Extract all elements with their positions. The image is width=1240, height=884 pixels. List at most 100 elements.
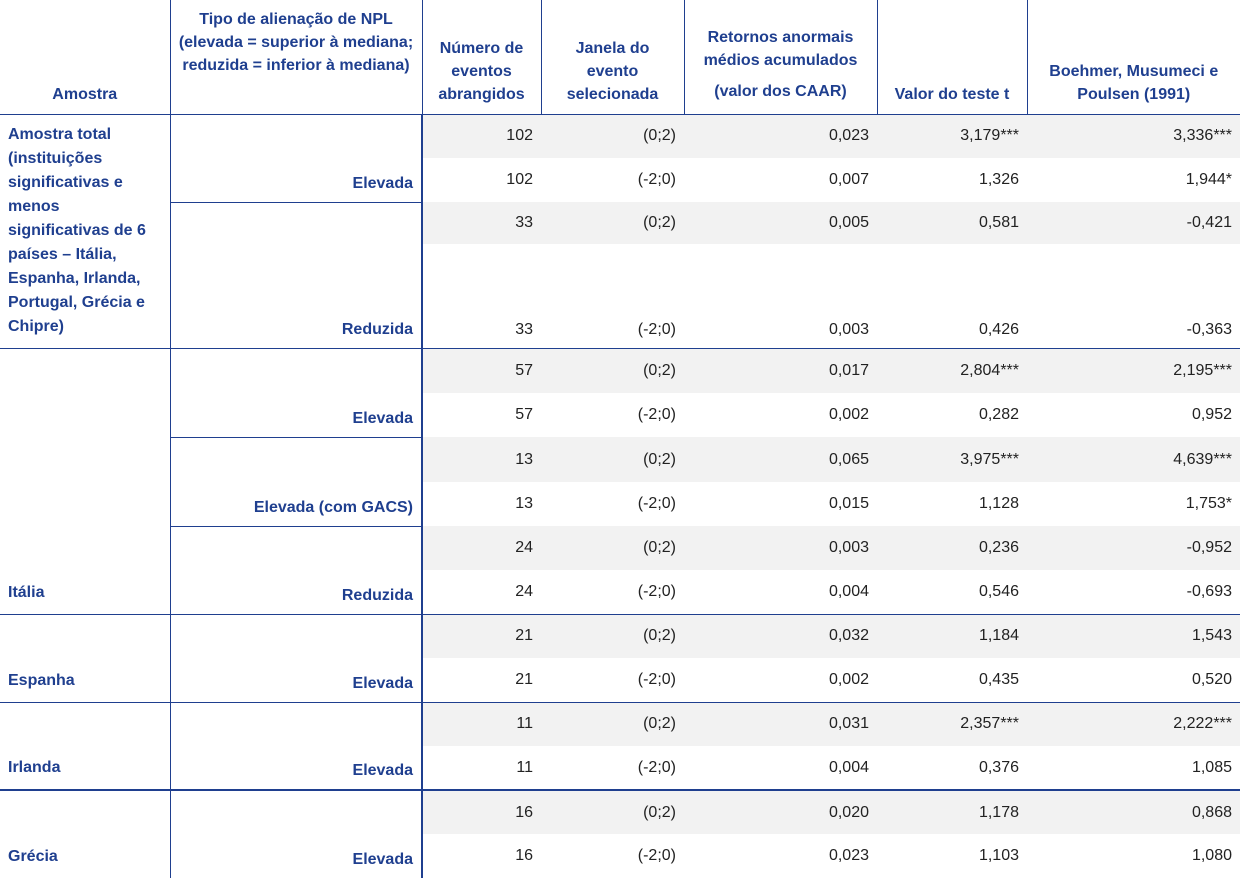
group-label-irlanda: Irlanda [0,701,170,790]
cell-janela: (-2;0) [637,847,676,864]
cell-numero: 24 [515,582,533,600]
cell-teste-t: 1,103 [978,847,1019,864]
cell-caar: 0,020 [684,789,877,834]
cell-janela: (-2;0) [637,171,676,188]
cell-caar: 0,003 [684,526,877,570]
header-tipo: Tipo de alienação de NPL (elevada = supe… [169,0,422,115]
cell-caar: 0,007 [828,171,869,188]
header-retornos: Retornos anormais médios acumulados (val… [683,0,877,115]
cell-teste-t: 1,326 [978,171,1019,188]
cell-caar: 0,002 [828,670,869,688]
cell-caar: 0,023 [684,114,877,158]
cell-janela: (0;2) [541,789,684,834]
cell-numero: 16 [515,847,533,864]
table-row: 11 (-2;0) 0,004 0,376 1,085 [0,746,1240,790]
cell-janela: (-2;0) [637,582,676,600]
cell-numero: 57 [422,347,541,393]
table-row: 102 (-2;0) 0,007 1,326 1,944* [0,158,1240,202]
table-row: Irlanda Elevada 11 (0;2) 0,031 2,357*** … [0,701,1240,790]
header-teste-t: Valor do teste t [876,0,1027,115]
cell-boehmer: -0,363 [1186,320,1232,338]
cell-janela: (-2;0) [637,670,676,688]
group-label-total: Amostra total (instituições significativ… [8,125,146,335]
cell-teste-t: 2,804*** [877,347,1027,393]
cell-teste-t: 0,581 [877,202,1027,244]
type-label: Elevada [169,114,423,202]
table-row: Reduzida 33 (0;2) 0,005 0,581 -0,421 [0,201,1240,348]
type-label: Elevada [169,613,423,702]
cell-numero: 24 [422,526,541,570]
header-row: Amostra Tipo de alienação de NPL (elevad… [0,0,1240,115]
table-row: 57 (-2;0) 0,002 0,282 0,952 [0,393,1240,437]
cell-numero: 13 [515,495,533,512]
cell-boehmer: 1,080 [1191,847,1232,864]
cell-boehmer: -0,693 [1186,582,1232,600]
cell-boehmer: 0,952 [1191,406,1232,423]
cell-caar: 0,023 [828,847,869,864]
group-label-grecia: Grécia [0,789,170,878]
cell-teste-t: 3,179*** [877,114,1027,158]
table-row: 24 (-2;0) 0,004 0,546 -0,693 [0,570,1240,614]
cell-teste-t: 1,184 [877,613,1027,658]
header-amostra: Amostra [0,0,170,115]
cell-numero: 33 [515,320,533,338]
cell-boehmer: 1,543 [1027,613,1240,658]
cell-boehmer: 1,944* [1185,171,1232,188]
cell-teste-t: 0,426 [978,320,1019,338]
table-row: Itália Elevada 57 (0;2) 0,017 2,804*** 2… [0,347,1240,614]
group-label-italia: Itália [0,347,170,614]
cell-caar: 0,065 [684,437,877,482]
cell-teste-t: 1,128 [978,495,1019,512]
cell-caar: 0,032 [684,613,877,658]
cell-teste-t: 0,376 [978,758,1019,776]
cell-teste-t: 0,282 [978,406,1019,423]
cell-janela: (0;2) [541,114,684,158]
cell-janela: (-2;0) [637,495,676,512]
table-row: Reduzida 24 (0;2) 0,003 0,236 -0,952 [0,525,1240,614]
type-label: Elevada (com GACS) [169,436,423,526]
table-row: 16 (-2;0) 0,023 1,103 1,080 [0,834,1240,878]
cell-janela: (-2;0) [637,320,676,338]
cell-boehmer: 1,753* [1185,495,1232,512]
cell-numero: 57 [515,406,533,423]
header-janela: Janela do evento selecionada [540,0,684,115]
cell-teste-t: 2,357*** [877,701,1027,746]
table-row: Elevada (com GACS) 13 (0;2) 0,065 3,975*… [0,436,1240,526]
cell-caar: 0,004 [828,758,869,776]
cell-janela: (0;2) [541,437,684,482]
cell-teste-t: 1,178 [877,789,1027,834]
type-label: Reduzida [169,201,423,348]
cell-boehmer: -0,421 [1027,202,1240,244]
cell-numero: 102 [506,171,533,188]
cell-boehmer: 2,222*** [1027,701,1240,746]
cell-janela: (0;2) [541,613,684,658]
cell-teste-t: 0,435 [978,670,1019,688]
table-row: Grécia Elevada 16 (0;2) 0,020 1,178 0,86… [0,789,1240,878]
cell-teste-t: 3,975*** [877,437,1027,482]
cell-numero: 21 [422,613,541,658]
header-retornos-main: Retornos anormais médios acumulados [703,29,858,69]
cell-caar: 0,005 [684,202,877,244]
cell-numero: 33 [422,202,541,244]
cell-numero: 102 [422,114,541,158]
table-row: 21 (-2;0) 0,002 0,435 0,520 [0,658,1240,702]
cell-teste-t: 0,546 [978,582,1019,600]
type-label: Elevada [169,701,423,790]
cell-teste-t: 0,236 [877,526,1027,570]
cell-caar: 0,004 [828,582,869,600]
cell-numero: 11 [422,701,541,746]
cell-boehmer: -0,952 [1027,526,1240,570]
cell-boehmer: 1,085 [1191,758,1232,776]
type-label: Reduzida [169,525,423,614]
type-label: Elevada [169,789,423,878]
cell-janela: (-2;0) [637,406,676,423]
cell-janela: (-2;0) [637,758,676,776]
cell-caar: 0,031 [684,701,877,746]
cell-numero: 11 [516,758,533,776]
group-label-espanha: Espanha [0,613,170,702]
header-numero: Número de eventos abrangidos [421,0,541,115]
cell-janela: (0;2) [541,701,684,746]
cell-janela: (0;2) [541,526,684,570]
cell-janela: (0;2) [541,202,684,244]
